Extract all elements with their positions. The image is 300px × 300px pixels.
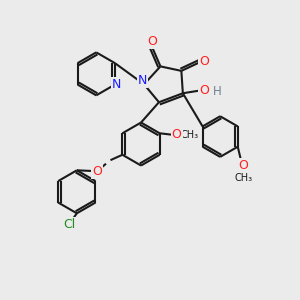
Text: N: N — [112, 78, 121, 91]
Text: CH₃: CH₃ — [234, 173, 252, 183]
Text: CH₃: CH₃ — [180, 130, 198, 140]
Text: O: O — [199, 84, 209, 97]
Text: O: O — [92, 165, 102, 178]
Text: O: O — [147, 35, 157, 48]
Text: N: N — [138, 74, 147, 87]
Text: Cl: Cl — [63, 218, 76, 231]
Text: O: O — [238, 159, 248, 172]
Text: O: O — [199, 55, 209, 68]
Text: H: H — [212, 85, 221, 98]
Text: O: O — [172, 128, 182, 141]
